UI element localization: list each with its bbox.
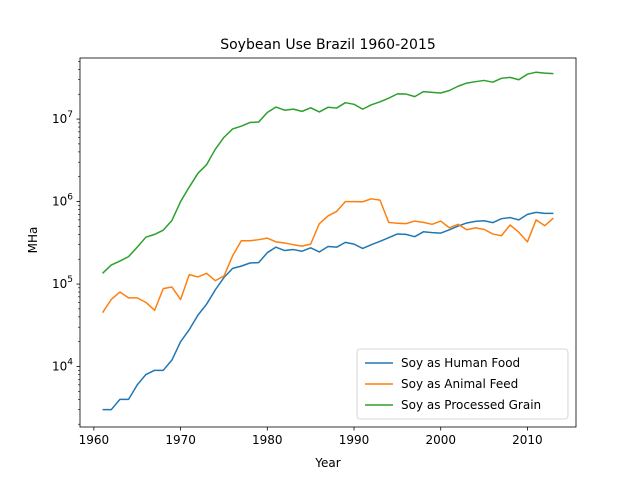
plot-frame	[79, 57, 577, 428]
x-tick-label: 1990	[339, 433, 370, 447]
plot-area	[79, 57, 577, 428]
legend-entry-1: Soy as Animal Feed	[401, 377, 518, 391]
x-tick-label: 2010	[512, 433, 543, 447]
x-tick-label: 1980	[252, 433, 283, 447]
y-axis-label: MHa	[26, 227, 40, 254]
y-axis: 104 105 106 107	[52, 61, 80, 425]
series-line-0	[102, 211, 554, 411]
x-axis-label: Year	[314, 456, 340, 470]
y-tick-label: 107	[52, 110, 73, 126]
legend-box	[356, 348, 569, 420]
x-tick-label: 1960	[79, 433, 110, 447]
legend: Soy as Human Food Soy as Animal Feed Soy a…	[356, 348, 569, 420]
legend-entry-0: Soy as Human Food	[401, 356, 520, 370]
y-tick-label: 106	[52, 193, 73, 209]
legend-entry-2: Soy as Processed Grain	[401, 398, 541, 412]
x-tick-label: 2000	[425, 433, 456, 447]
chart-title: Soybean Use Brazil 1960-2015	[220, 37, 436, 53]
y-tick-label: 104	[52, 358, 73, 374]
y-tick-label: 105	[52, 275, 73, 291]
x-tick-label: 1970	[165, 433, 196, 447]
series-line-1	[101, 198, 554, 314]
x-axis: 1960 1970 1980 1990 2000 2010	[79, 427, 543, 447]
series-line-2	[102, 71, 554, 274]
